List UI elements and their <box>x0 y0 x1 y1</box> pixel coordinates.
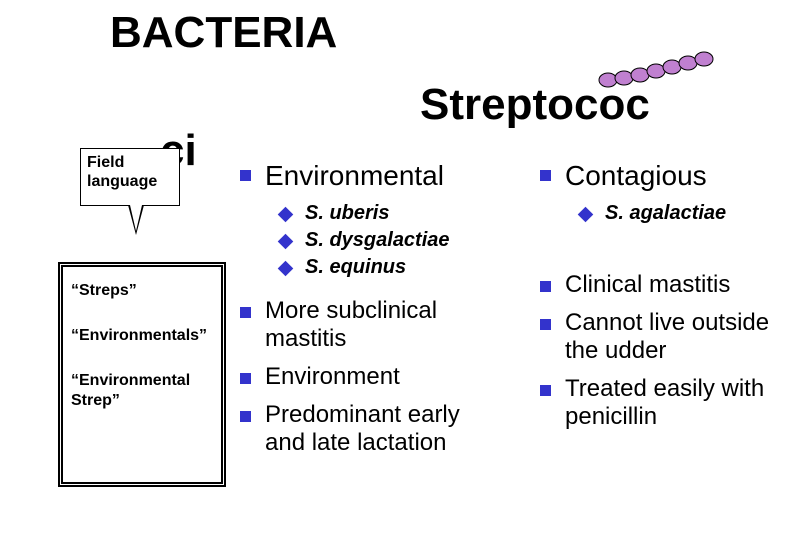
bullet-diamond-icon <box>278 207 294 223</box>
bullet-square-icon <box>540 281 551 292</box>
page-title: BACTERIA <box>110 8 337 58</box>
point-clinical: Clinical mastitis <box>540 271 800 299</box>
field-language-box: “Streps” “Environmentals” “Environmental… <box>58 262 226 487</box>
box-item-streps: “Streps” <box>71 281 213 300</box>
box-item-environmentals: “Environmentals” <box>71 326 213 345</box>
bullet-square-icon <box>540 319 551 330</box>
sub-agalactiae: S. agalactiae <box>580 202 800 225</box>
bullet-square-icon <box>240 307 251 318</box>
bullet-square-icon <box>540 170 551 181</box>
contagious-column: Contagious S. agalactiae Clinical mastit… <box>540 160 800 441</box>
point-subclinical: More subclinical mastitis <box>240 297 520 353</box>
heading-environmental: Environmental <box>240 160 520 192</box>
point-environment: Environment <box>240 363 520 391</box>
point-lactation: Predominant early and late lactation <box>240 401 520 457</box>
environmental-column: Environmental S. uberis S. dysgalactiae … <box>240 160 520 467</box>
callout-line2: language <box>87 172 173 191</box>
callout-line1: Field <box>87 153 173 172</box>
bullet-diamond-icon <box>278 234 294 250</box>
sub-dysgalactiae: S. dysgalactiae <box>280 229 520 252</box>
bullet-square-icon <box>540 385 551 396</box>
callout-bubble: Field language <box>80 148 180 206</box>
heading-contagious: Contagious <box>540 160 800 192</box>
box-item-env-strep: “Environmental Strep” <box>71 371 213 409</box>
bacteria-icon <box>590 48 720 99</box>
bullet-diamond-icon <box>578 207 594 223</box>
sub-uberis: S. uberis <box>280 202 520 225</box>
bullet-diamond-icon <box>278 261 294 277</box>
sub-equinus: S. equinus <box>280 256 520 279</box>
point-penicillin: Treated easily with penicillin <box>540 375 800 431</box>
bullet-square-icon <box>240 170 251 181</box>
bullet-square-icon <box>240 411 251 422</box>
callout-tail-inner <box>130 205 142 231</box>
point-udder: Cannot live outside the udder <box>540 309 800 365</box>
bullet-square-icon <box>240 373 251 384</box>
